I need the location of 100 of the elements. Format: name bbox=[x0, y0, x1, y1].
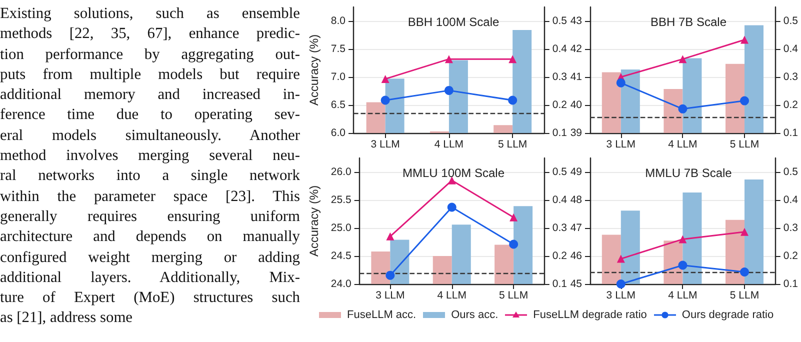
text: MMLU 100M Scale bbox=[402, 166, 505, 180]
x-tick-label: 4 LLM bbox=[437, 290, 466, 302]
y2-tick-label: 0.1 bbox=[783, 278, 798, 290]
text: configured weight merging or adding bbox=[0, 248, 300, 268]
text: ral networks into a single network bbox=[0, 166, 300, 186]
point bbox=[740, 228, 749, 236]
y-tick-label: 46 bbox=[570, 250, 582, 262]
y2-tick-label: 0.4 bbox=[783, 43, 798, 55]
point bbox=[386, 232, 394, 240]
point bbox=[380, 96, 390, 105]
text: as [21], address some bbox=[0, 308, 134, 328]
y-tick-label: 8.0 bbox=[330, 15, 346, 27]
y-tick-label: 24.0 bbox=[330, 278, 352, 290]
legend-label: FuseLLM acc. bbox=[347, 309, 416, 321]
y-tick-label: 43 bbox=[570, 15, 582, 27]
y2-tick-label: 0.2 bbox=[783, 250, 798, 262]
legend-label: Ours degrade ratio bbox=[682, 309, 774, 321]
point bbox=[616, 254, 625, 263]
x-tick-label: 4 LLM bbox=[434, 138, 464, 150]
x-tick-label: 3 LLM bbox=[376, 290, 405, 302]
y-tick-label: 6.0 bbox=[330, 127, 346, 139]
y2-tick-label: 0.4 bbox=[783, 194, 798, 206]
y-tick-label: 25.0 bbox=[330, 222, 352, 234]
text: BBH 7B Scale bbox=[650, 15, 727, 29]
point bbox=[508, 55, 517, 64]
x-tick-label: 5 LLM bbox=[498, 290, 528, 302]
legend-label: FuseLLM degrade ratio bbox=[533, 309, 647, 321]
point bbox=[740, 96, 750, 106]
text: puts from multiple models but require bbox=[0, 64, 300, 85]
y2-tick-label: 0.2 bbox=[552, 99, 568, 111]
text: Existing solutions, such as ensemble bbox=[0, 4, 300, 24]
y2-tick-label: 0.5 bbox=[783, 166, 798, 178]
point bbox=[678, 55, 687, 64]
text: additional memory and increased in- bbox=[0, 85, 300, 106]
point bbox=[678, 235, 687, 244]
x-tick-label: 5 LLM bbox=[730, 290, 760, 302]
point bbox=[740, 36, 749, 44]
y-axis-title: Accuracy (%) bbox=[307, 185, 321, 257]
point bbox=[616, 280, 626, 288]
point bbox=[444, 55, 453, 64]
x-tick-label: 3 LLM bbox=[606, 138, 636, 150]
point bbox=[509, 240, 518, 249]
point bbox=[510, 213, 518, 222]
legend-label: Ours acc. bbox=[451, 309, 498, 321]
point bbox=[740, 267, 750, 276]
y2-tick-label: 0.4 bbox=[552, 43, 568, 55]
y-tick-label: 45 bbox=[570, 278, 582, 290]
point bbox=[508, 96, 518, 105]
x-tick-label: 4 LLM bbox=[668, 138, 698, 150]
y-tick-label: 40 bbox=[570, 99, 582, 111]
y-axis-title: Accuracy (%) bbox=[307, 34, 321, 106]
point bbox=[386, 270, 395, 280]
y-tick-label: 39 bbox=[570, 127, 582, 139]
y-tick-label: 41 bbox=[570, 71, 582, 83]
y-tick-label: 25.5 bbox=[330, 194, 352, 206]
point bbox=[444, 86, 454, 95]
x-tick-label: 4 LLM bbox=[668, 290, 698, 302]
y-tick-label: 6.5 bbox=[330, 99, 346, 111]
text: eral models simultaneously. Another bbox=[0, 126, 300, 146]
y-tick-label: 49 bbox=[570, 166, 582, 178]
y2-tick-label: 0.2 bbox=[783, 99, 798, 111]
y2-tick-label: 0.3 bbox=[552, 222, 568, 234]
y2-tick-label: 0.1 bbox=[552, 278, 568, 290]
y2-tick-label: 0.5 bbox=[552, 166, 568, 178]
y-tick-label: 7.0 bbox=[330, 71, 346, 83]
text: MMLU 7B Scale bbox=[645, 166, 732, 180]
y-tick-label: 26.0 bbox=[330, 166, 352, 178]
y2-tick-label: 0.1 bbox=[783, 127, 798, 139]
x-tick-label: 5 LLM bbox=[498, 138, 528, 150]
y-tick-label: 48 bbox=[570, 194, 582, 206]
text: BBH 100M Scale bbox=[408, 15, 500, 29]
point bbox=[616, 78, 626, 88]
y2-tick-label: 0.5 bbox=[552, 15, 568, 27]
y2-tick-label: 0.3 bbox=[552, 71, 568, 83]
y-tick-label: 24.5 bbox=[330, 250, 352, 262]
text: tion performance by aggregating out- bbox=[0, 44, 300, 65]
point bbox=[678, 104, 688, 114]
point bbox=[678, 260, 688, 270]
y2-tick-label: 0.1 bbox=[552, 127, 568, 139]
x-tick-label: 5 LLM bbox=[730, 138, 760, 150]
text: additional layers. Additionally, Mix- bbox=[0, 268, 300, 288]
text: methods [22, 35, 67], enhance predic- bbox=[0, 24, 300, 44]
text: ference time due to operating sev- bbox=[0, 105, 300, 126]
text: within the parameter space [23]. This bbox=[0, 186, 300, 207]
y-tick-label: 42 bbox=[570, 43, 582, 55]
y2-tick-label: 0.4 bbox=[552, 194, 568, 206]
text: architecture and depends on manually bbox=[0, 227, 300, 248]
point bbox=[381, 74, 390, 83]
y-tick-label: 7.5 bbox=[330, 43, 346, 55]
y-tick-label: 47 bbox=[570, 222, 582, 234]
y2-tick-label: 0.3 bbox=[783, 222, 798, 234]
text: ture of Expert (MoE) structures such bbox=[0, 288, 300, 308]
text: method involves merging several neu- bbox=[0, 146, 300, 166]
y2-tick-label: 0.3 bbox=[783, 71, 798, 83]
point bbox=[447, 202, 456, 212]
x-tick-label: 3 LLM bbox=[370, 138, 400, 150]
y2-tick-label: 0.5 bbox=[783, 15, 798, 27]
x-tick-label: 3 LLM bbox=[606, 290, 636, 302]
y2-tick-label: 0.2 bbox=[552, 250, 568, 262]
text: generally requires ensuring uniform bbox=[0, 206, 300, 227]
